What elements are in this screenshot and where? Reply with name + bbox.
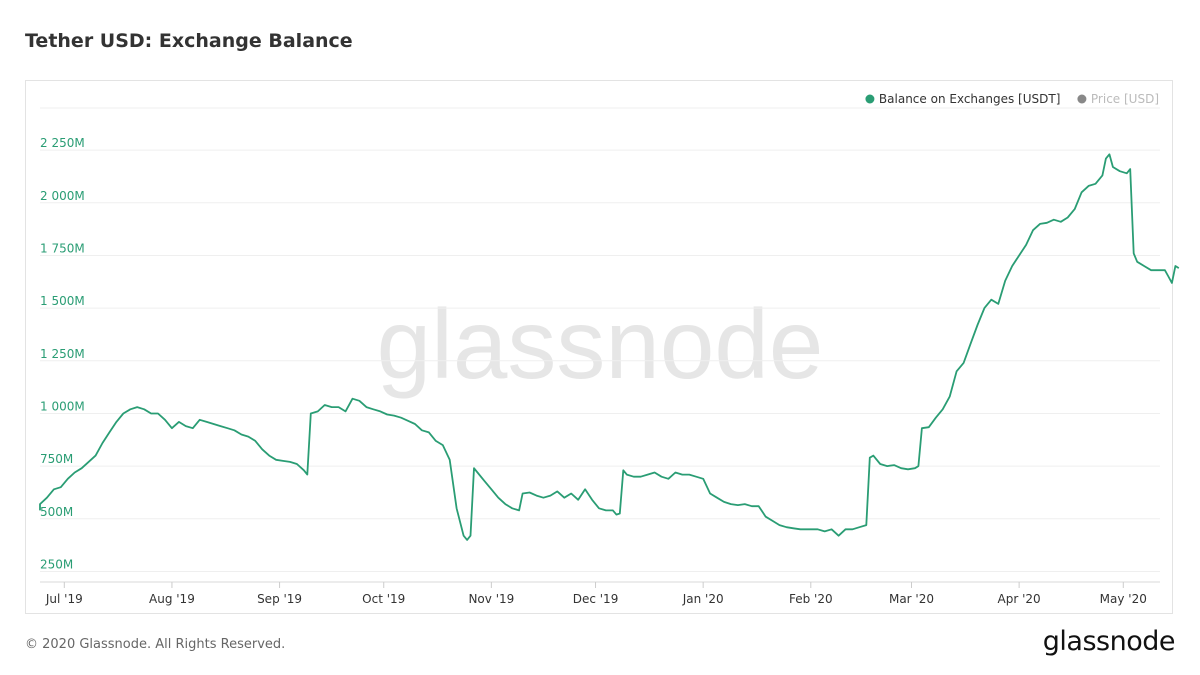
y-tick-label: 2 250M — [40, 136, 85, 150]
y-tick-label: 1 250M — [40, 347, 85, 361]
x-tick-label: Nov '19 — [468, 592, 514, 606]
x-tick-label: Feb '20 — [789, 592, 833, 606]
y-tick-label: 1 000M — [40, 399, 85, 413]
page-title: Tether USD: Exchange Balance — [25, 30, 353, 52]
x-tick-label: May '20 — [1100, 592, 1147, 606]
glassnode-logo[interactable]: glassnode — [1042, 626, 1176, 657]
x-axis: Jul '19 Aug '19 Sep '19 Oct '19 Nov '19 Dec '… — [45, 582, 1147, 606]
x-tick-label: Jul '19 — [45, 592, 83, 606]
y-tick-label: 250M — [40, 557, 73, 571]
legend-label[interactable]: Balance on Exchanges [USDT] — [879, 92, 1060, 106]
y-tick-label: 1 750M — [40, 241, 85, 255]
series-layer — [39, 153, 1180, 541]
legend[interactable]: Price [USD] Balance on Exchanges [USDT] — [865, 92, 1159, 106]
x-tick-label: Dec '19 — [573, 592, 619, 606]
y-tick-label: 500M — [40, 505, 73, 519]
y-axis: 250M 500M 750M 1 000M 1 250M 1 500M 1 750M 2 00… — [40, 136, 85, 571]
x-tick-label: Oct '19 — [362, 592, 405, 606]
grid-lines — [40, 107, 1160, 583]
chart-panel — [25, 80, 1173, 614]
x-tick-label: Aug '19 — [149, 592, 195, 606]
x-tick-label: Apr '20 — [998, 592, 1041, 606]
y-tick-label: 2 000M — [40, 189, 85, 203]
series-line-balance — [39, 153, 1180, 541]
x-tick-label: Mar '20 — [889, 592, 934, 606]
copyright-text: © 2020 Glassnode. All Rights Reserved. — [25, 637, 286, 652]
legend-marker[interactable] — [865, 94, 875, 104]
y-tick-label: 1 500M — [40, 294, 85, 308]
watermark: glassnode — [377, 289, 824, 399]
x-tick-label: Sep '19 — [257, 592, 302, 606]
x-tick-label: Jan '20 — [682, 592, 724, 606]
y-tick-label: 750M — [40, 452, 73, 466]
legend-marker[interactable] — [1077, 94, 1087, 104]
legend-label[interactable]: Price [USD] — [1091, 92, 1159, 106]
